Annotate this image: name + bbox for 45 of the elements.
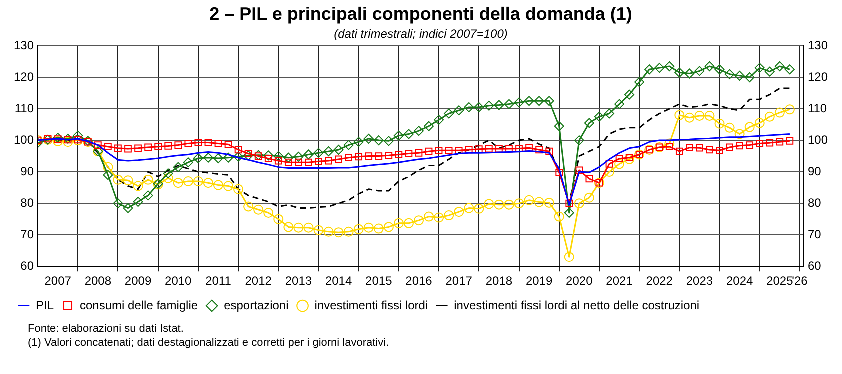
text: (1) Valori concatenati; dati destagionalizzati e corretti per i giorni lavorativi. xyxy=(28,336,390,350)
x-tick-label: 2016 xyxy=(406,274,433,288)
y2-tick-label: 70 xyxy=(808,227,822,242)
x-tick-label: 2018 xyxy=(486,274,513,288)
x-tick-label: 2007 xyxy=(44,274,72,288)
y-tick-label: 70 xyxy=(20,227,34,242)
y-tick-label: 90 xyxy=(20,164,34,178)
y2-tick-label: 80 xyxy=(808,196,822,210)
y2-tick-label: 90 xyxy=(808,164,822,178)
x-tick-label: 2008 xyxy=(84,274,112,288)
y2-tick-label: 100 xyxy=(808,132,828,147)
legend-label: investimenti fissi lordi xyxy=(314,298,428,312)
legend-label: esportazioni xyxy=(224,298,289,312)
legend-label: PIL xyxy=(36,298,54,312)
x-tick-label: 2012 xyxy=(245,274,272,288)
y2-tick-label: 60 xyxy=(808,258,822,273)
x-tick-label: 2011 xyxy=(206,274,232,288)
x-tick-label: 2013 xyxy=(285,274,312,288)
x-tick-label: 2009 xyxy=(124,274,152,288)
x-tick-label: 2025 xyxy=(766,274,794,288)
x-tick-label: 2021 xyxy=(606,274,634,288)
y2-tick-label: 120 xyxy=(808,70,828,84)
y-tick-label: 110 xyxy=(14,101,34,116)
x-tick-label: 2010 xyxy=(165,274,192,288)
x-tick-label: 2024 xyxy=(726,274,754,288)
x-tick-label: 2020 xyxy=(566,274,594,288)
x-tick-label: 2014 xyxy=(325,274,352,288)
y-tick-label: 130 xyxy=(14,38,34,52)
y-tick-label: 100 xyxy=(14,132,34,147)
x-tick-label: 2015 xyxy=(366,274,393,288)
y-tick-label: 120 xyxy=(14,70,34,84)
x-tick-label: 2019 xyxy=(526,274,553,288)
x-tick-label: 2023 xyxy=(686,274,714,288)
y2-tick-label: 130 xyxy=(808,38,828,52)
legend-label: consumi delle famiglie xyxy=(80,298,198,312)
x-tick-label: 2017 xyxy=(446,274,473,288)
x-tick-label: 2022 xyxy=(646,274,674,288)
legend-label: investimenti fissi lordi al netto delle costruzioni xyxy=(454,298,700,312)
x-tick-label: '26 xyxy=(792,274,808,288)
y2-tick-label: 110 xyxy=(808,101,828,116)
source-note: Fonte: elaborazioni su dati Istat. xyxy=(28,322,185,336)
chart-subtitle: (dati trimestrali; indici 2007=100) xyxy=(334,27,508,42)
chart-title: 2 – PIL e principali componenti della domanda (1) xyxy=(210,4,632,24)
y-tick-label: 80 xyxy=(20,196,34,210)
y-tick-label: 60 xyxy=(20,258,34,273)
